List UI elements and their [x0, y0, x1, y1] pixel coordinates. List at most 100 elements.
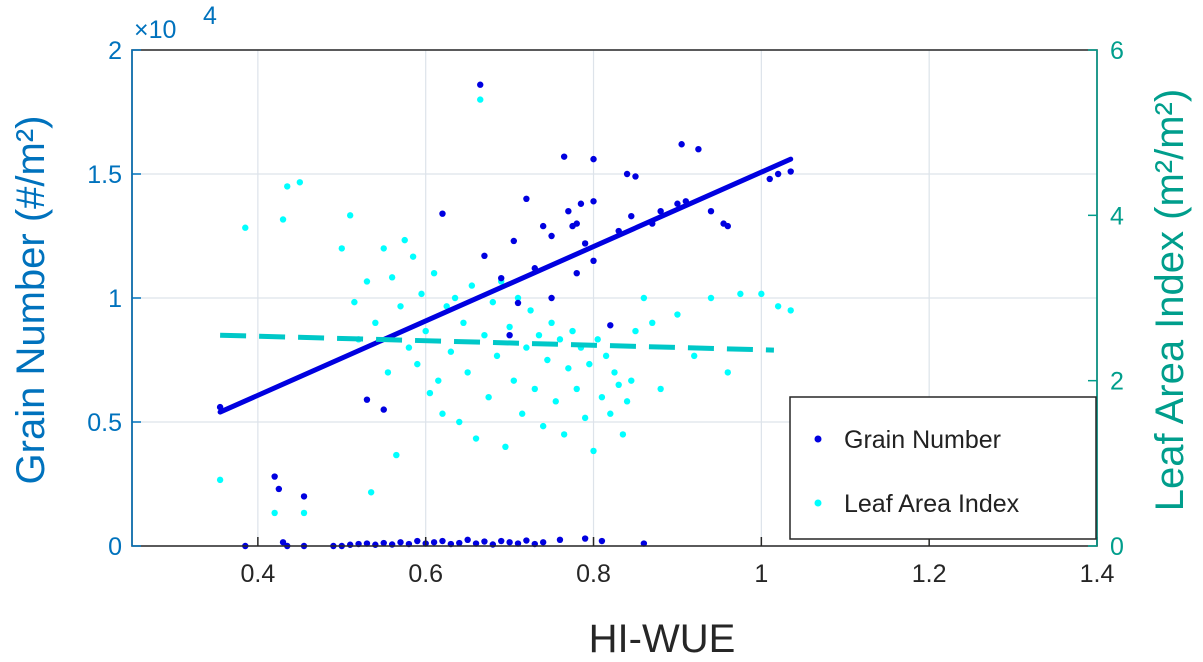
- legend-label-leaf-area-index: Leaf Area Index: [844, 490, 1020, 518]
- grain-points: [216, 81, 794, 550]
- lai-points: [216, 96, 794, 517]
- grain-number-point: [632, 173, 639, 180]
- x-tick-label: 1.2: [912, 560, 947, 588]
- y-right-tick-label: 0: [1110, 533, 1124, 561]
- lai-point: [628, 377, 635, 384]
- lai-point: [649, 319, 656, 326]
- grain-number-point: [573, 270, 580, 277]
- lai-point: [439, 410, 446, 417]
- lai-point: [560, 431, 568, 438]
- lai-point: [527, 307, 534, 314]
- grain-number-point: [498, 537, 505, 545]
- lai-point: [451, 294, 459, 302]
- grain-number-point: [506, 332, 513, 339]
- lai-point: [363, 278, 371, 285]
- lai-point: [393, 451, 400, 459]
- grain-number-point: [414, 537, 421, 545]
- grain-number-point: [346, 541, 354, 548]
- lai-point: [632, 327, 639, 335]
- lai-point: [300, 509, 308, 517]
- grain-number-point: [300, 493, 308, 500]
- lai-point: [271, 509, 278, 517]
- grain-number-point: [590, 257, 597, 264]
- grain-number-point: [787, 168, 794, 175]
- lai-point: [581, 414, 589, 422]
- grain-number-point: [430, 539, 438, 546]
- lai-point: [422, 327, 429, 335]
- grain-number-point: [477, 81, 484, 88]
- grain-number-point: [628, 212, 635, 220]
- y-left-exponent-power: 4: [203, 2, 217, 30]
- lai-point: [774, 303, 782, 310]
- x-tick-label: 0.4: [240, 560, 275, 588]
- grain-number-point: [560, 153, 568, 160]
- lai-point: [397, 303, 404, 310]
- lai-point: [598, 394, 606, 401]
- lai-point: [758, 290, 765, 298]
- lai-point: [590, 447, 597, 455]
- grain-number-point: [363, 540, 371, 547]
- lai-point: [548, 319, 555, 326]
- lai-point: [691, 352, 698, 360]
- grain-number-point: [590, 155, 597, 163]
- grain-number-point: [456, 539, 463, 547]
- lai-point: [586, 360, 593, 368]
- grain-number-point: [514, 540, 522, 547]
- lai-point: [216, 476, 224, 484]
- lai-point: [430, 270, 438, 277]
- lai-point: [523, 344, 530, 351]
- legend-label-grain-number: Grain Number: [844, 426, 1001, 454]
- grain-number-point: [556, 536, 564, 543]
- fit-lines: [217, 156, 794, 415]
- lai-point: [657, 385, 664, 393]
- lai-point: [279, 216, 287, 223]
- y-left-exponent-base: ×10: [134, 16, 176, 44]
- lai-point: [573, 385, 580, 393]
- lai-point: [556, 336, 564, 343]
- grain-number-point: [674, 200, 681, 207]
- grain-number-point: [388, 541, 396, 548]
- x-tick-label: 0.8: [576, 560, 611, 588]
- grain-number-point: [397, 539, 404, 546]
- grain-number-point: [523, 195, 530, 202]
- grain-number-point: [481, 252, 488, 260]
- lai-point: [372, 319, 379, 326]
- grain-number-point: [573, 220, 580, 227]
- y-right-axis-title: Leaf Area Index (m²/m²): [1148, 89, 1192, 511]
- grain-number-point: [548, 232, 555, 240]
- grain-number-point: [380, 406, 387, 413]
- y-left-axis-title: Grain Number (#/m²): [9, 116, 53, 485]
- grain-number-fit-line: [217, 156, 794, 415]
- grain-number-point: [539, 539, 547, 546]
- grain-number-point: [678, 141, 685, 148]
- grain-number-point: [640, 540, 648, 547]
- grain-number-point: [539, 222, 547, 230]
- lai-point: [464, 369, 471, 376]
- lai-point: [338, 245, 345, 252]
- grain-number-point: [472, 540, 480, 547]
- grain-number-point: [514, 299, 522, 307]
- lai-point: [619, 431, 627, 438]
- lai-point: [384, 369, 392, 376]
- legend-marker-leaf-area-index: [814, 499, 822, 507]
- lai-point: [380, 245, 387, 252]
- grain-number-point: [607, 322, 614, 329]
- grain-number-point: [380, 539, 387, 547]
- lai-point: [518, 410, 526, 417]
- lai-point: [418, 290, 425, 298]
- y-right-tick-label: 2: [1110, 368, 1124, 396]
- leaf-area-index-fit-line: [220, 332, 775, 353]
- grain-number-point: [707, 208, 715, 215]
- lai-point: [242, 224, 249, 231]
- grain-number-point: [275, 485, 283, 493]
- grain-number-point: [523, 537, 530, 544]
- grain-number-point: [598, 537, 606, 545]
- lai-point: [787, 307, 794, 314]
- x-axis-title: HI-WUE: [589, 617, 736, 661]
- lai-point: [472, 435, 480, 442]
- lai-point: [569, 327, 576, 335]
- grain-number-point: [623, 170, 631, 178]
- lai-point: [611, 369, 618, 376]
- lai-point: [477, 96, 484, 103]
- lai-point: [468, 282, 476, 289]
